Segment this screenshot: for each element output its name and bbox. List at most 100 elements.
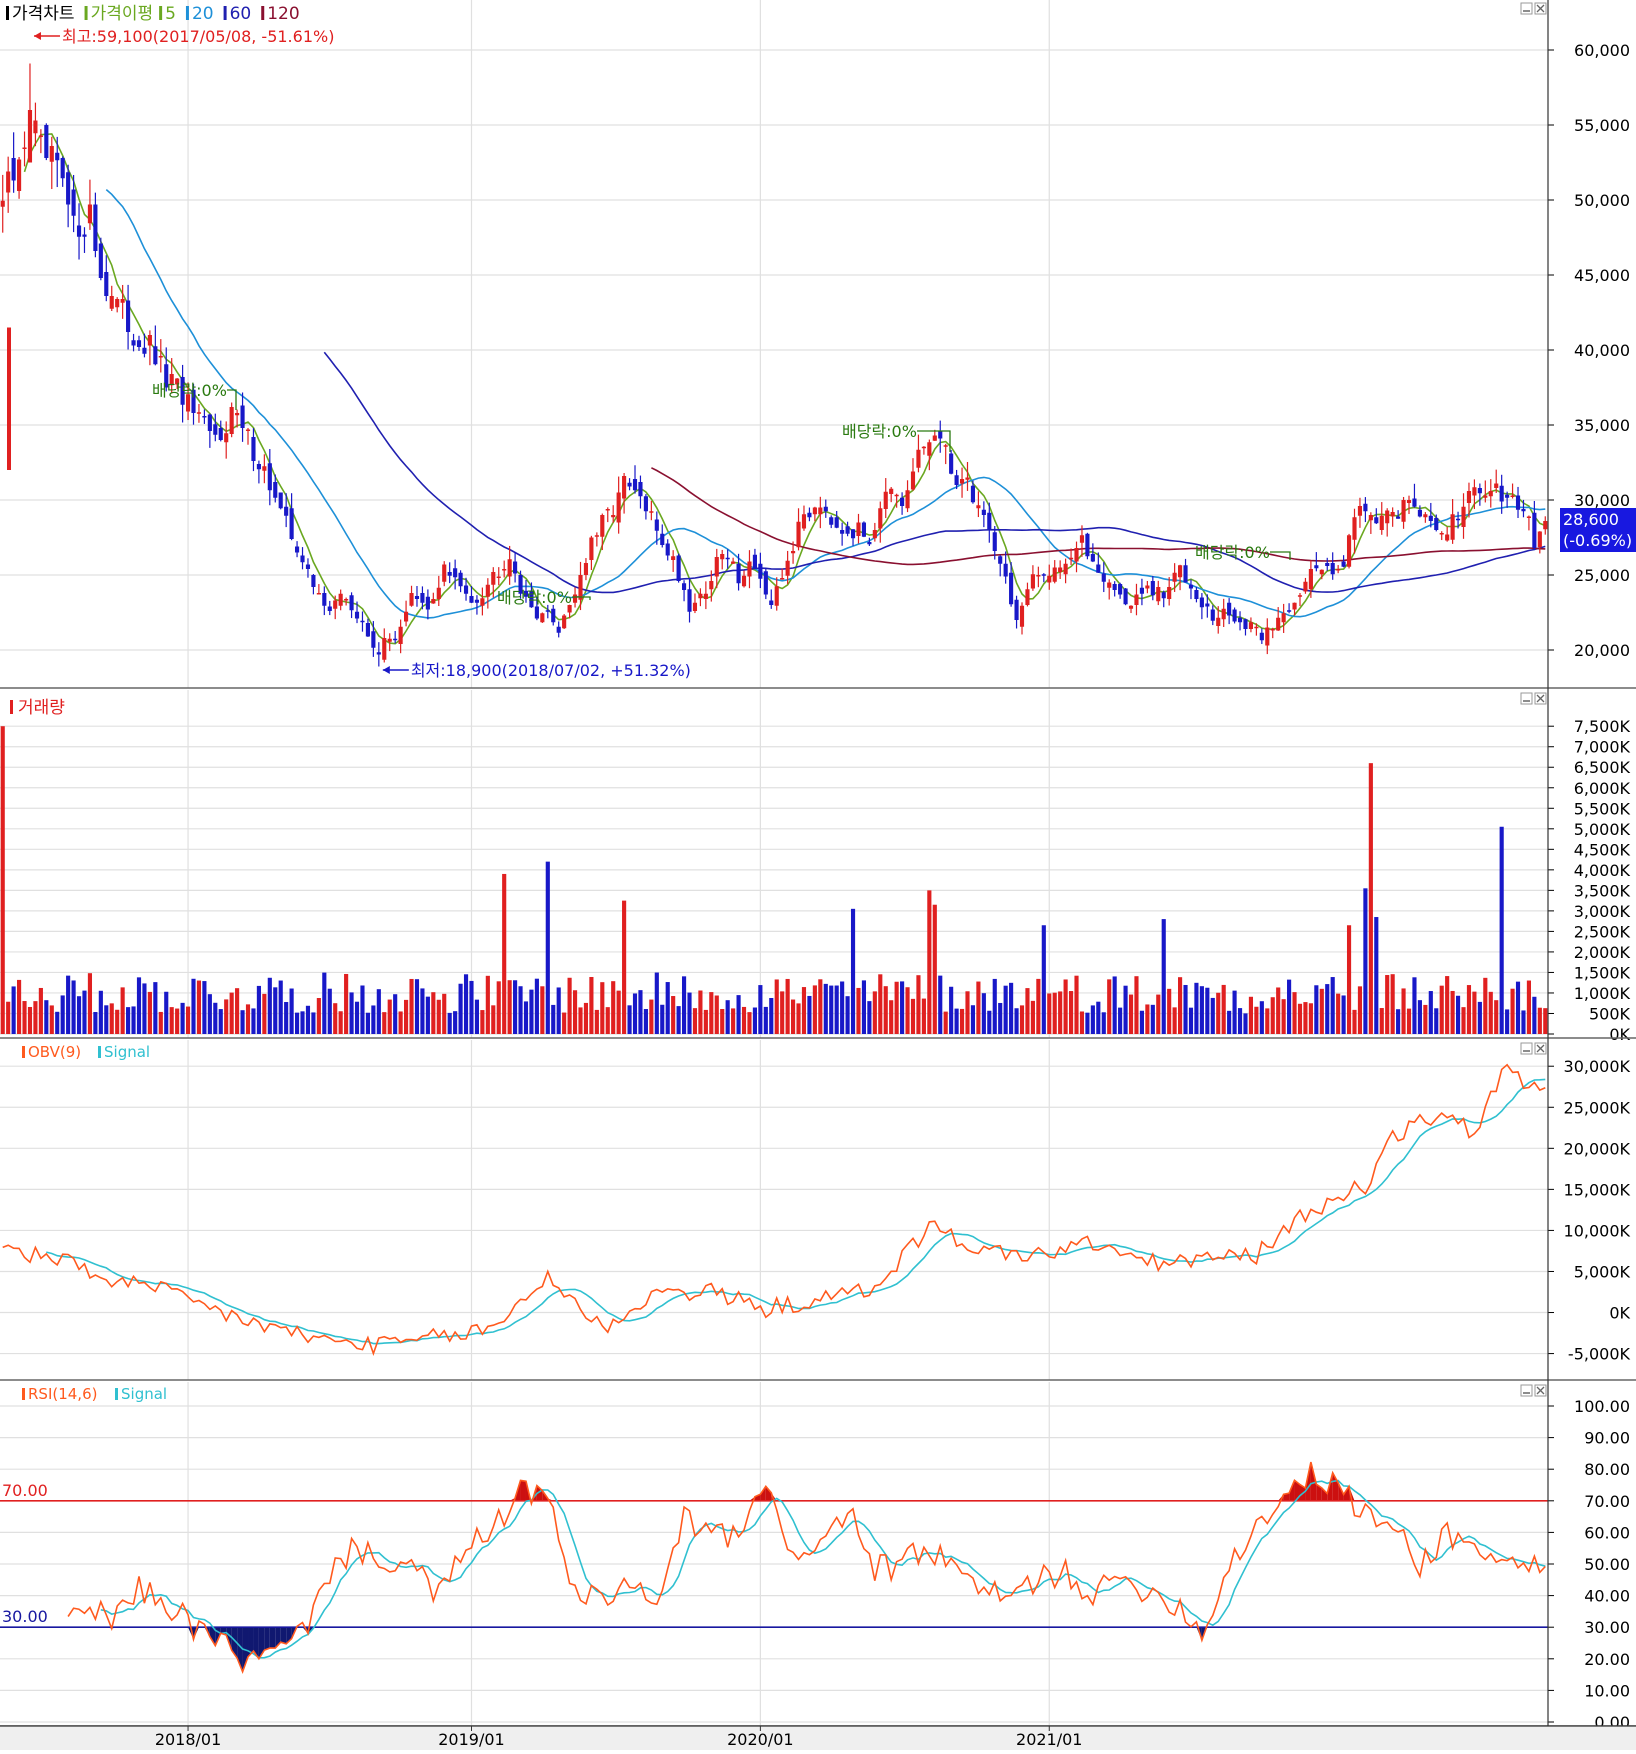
volume-bar [284, 1002, 289, 1034]
volume-bar [889, 1000, 894, 1034]
volume-bar [736, 995, 741, 1034]
candle-body [616, 492, 621, 523]
volume-bar [126, 1007, 131, 1034]
volume-bar [1406, 1008, 1412, 1034]
minimize-icon[interactable] [1520, 2, 1533, 15]
candle-body [1417, 509, 1422, 517]
high-arrow-head [33, 32, 41, 40]
volume-bar [1401, 988, 1406, 1034]
volume-bar [932, 904, 937, 1034]
volume-bar [1019, 1005, 1025, 1034]
legend-swatch [115, 1388, 118, 1400]
rsi-overbought-fill [1294, 1480, 1300, 1501]
candle-body [829, 517, 834, 525]
candle-body [1297, 595, 1303, 597]
volume-window-controls[interactable] [1520, 692, 1547, 705]
candle-body [900, 497, 905, 506]
volume-bar [1281, 999, 1286, 1034]
legend-swatch [223, 6, 227, 20]
volume-bar [594, 1009, 599, 1034]
volume-bar [1483, 977, 1488, 1034]
candle-body [687, 589, 692, 612]
candle-body [583, 563, 589, 575]
close-icon-glyph [1536, 694, 1545, 703]
volume-bar [1396, 1009, 1401, 1034]
candle-body [44, 125, 49, 158]
candle-body [349, 595, 354, 611]
low-arrow-head [382, 666, 390, 674]
candle-body [1483, 495, 1488, 498]
candle-body [229, 407, 234, 434]
volume-bar [1161, 919, 1166, 1034]
legend-swatch [159, 6, 163, 20]
candle-body [354, 611, 360, 619]
candle-body [218, 428, 223, 440]
volume-bar [485, 975, 490, 1034]
volume-bar [676, 1006, 681, 1034]
minimize-icon[interactable] [1520, 1384, 1533, 1397]
candle-body [87, 204, 93, 224]
obv-y-tick-label: 0K [1609, 1304, 1630, 1323]
candle-body [185, 394, 191, 412]
candle-body [491, 572, 496, 585]
volume-bar [11, 986, 16, 1034]
candle-body [442, 564, 447, 582]
volume-bar [698, 990, 703, 1034]
volume-bar [376, 989, 381, 1034]
candle-body [943, 445, 948, 447]
legend-item-label: 120 [267, 4, 299, 24]
candle-body [927, 442, 932, 456]
volume-bar [1461, 1007, 1466, 1034]
rsi-plot-area [0, 1382, 1548, 1726]
volume-bar [1330, 977, 1335, 1034]
volume-bar [131, 1006, 136, 1034]
volume-bar [442, 993, 447, 1034]
legend-item-label: 20 [192, 4, 214, 24]
candle-body [126, 300, 131, 332]
volume-bar [267, 977, 272, 1034]
volume-bar [224, 999, 229, 1034]
volume-bar [240, 1010, 245, 1034]
candle-body [1352, 517, 1357, 540]
volume-bar [752, 1007, 757, 1034]
dividend-arrow [1270, 551, 1291, 560]
volume-bar [1139, 1010, 1144, 1034]
price-window-controls[interactable] [1520, 2, 1547, 15]
candle-body [267, 463, 272, 491]
volume-bar [1068, 991, 1074, 1034]
candle-body [98, 243, 103, 278]
volume-bar [1445, 976, 1450, 1034]
range-marker [7, 327, 11, 470]
volume-bar [278, 980, 283, 1034]
volume-bar [196, 980, 202, 1034]
volume-bar [1243, 1013, 1248, 1034]
candle-body [1139, 587, 1144, 594]
candle-body [474, 599, 480, 603]
candle-body [115, 299, 120, 308]
price-y-tick-label: 60,000 [1574, 41, 1630, 60]
volume-bar [747, 1012, 752, 1034]
minimize-icon[interactable] [1520, 692, 1533, 705]
candle-body [736, 563, 741, 584]
volume-bar [349, 992, 354, 1034]
rsi-overbought-fill [1343, 1486, 1350, 1501]
candle-body [1030, 574, 1035, 589]
volume-bar [861, 980, 867, 1034]
obv-plot-area [0, 1040, 1548, 1380]
candle-body [6, 171, 11, 193]
candle-body [1041, 574, 1046, 576]
rsi-level-70-label: 70.00 [2, 1481, 48, 1500]
volume-bar [840, 981, 845, 1034]
volume-bar [398, 1011, 403, 1034]
volume-bar [965, 991, 970, 1034]
candle-body [709, 581, 714, 590]
last-price: 28,600 [1563, 510, 1619, 529]
obv-window-controls[interactable] [1520, 1042, 1547, 1055]
volume-bar [845, 996, 850, 1034]
volume-bar [567, 977, 572, 1034]
minimize-icon[interactable] [1520, 1042, 1533, 1055]
volume-bar [1532, 996, 1537, 1034]
volume-bar [992, 978, 997, 1034]
rsi-overbought-fill [1310, 1462, 1317, 1501]
rsi-window-controls[interactable] [1520, 1384, 1547, 1397]
